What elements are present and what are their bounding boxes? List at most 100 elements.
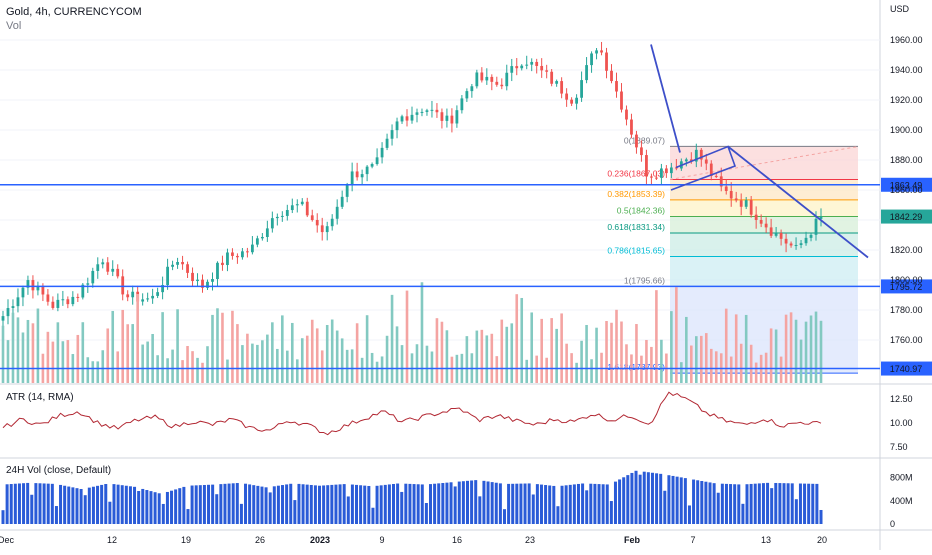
volume-bar	[146, 341, 149, 383]
volume-bar	[650, 346, 653, 383]
candle-body	[734, 198, 738, 201]
volume-bar	[809, 315, 813, 383]
vol24-bar	[486, 481, 490, 524]
candle-body	[605, 52, 608, 71]
vol24-bar	[770, 488, 774, 524]
candle-body	[625, 109, 628, 120]
price-axis-tick: 1860.00	[890, 185, 923, 195]
candle-body	[141, 299, 145, 302]
fib-level-label: 1(1795.66)	[624, 276, 665, 286]
candle-body	[325, 226, 329, 233]
volume-bar	[625, 344, 628, 383]
vol24-bar	[272, 486, 276, 524]
vol24-bar	[219, 484, 223, 524]
vol24-bar	[523, 483, 527, 524]
candle-body	[161, 285, 165, 293]
candle-body	[615, 81, 618, 92]
volume-bar	[400, 345, 404, 383]
vol24-bar	[42, 483, 46, 524]
vol24-bar	[264, 487, 268, 524]
vol24-bar	[79, 488, 83, 524]
volume-bar	[789, 312, 793, 383]
candle-body	[580, 80, 583, 98]
vol24-bar	[650, 472, 654, 524]
volume-bar	[580, 340, 583, 383]
vol24-bar	[490, 482, 494, 524]
candle-body	[46, 294, 50, 302]
vol24-bar	[552, 485, 556, 524]
vol24-bar	[655, 473, 659, 524]
volume-bar	[181, 360, 184, 383]
candle-body	[490, 76, 494, 82]
vol24-bar	[708, 482, 712, 524]
candle-body	[749, 200, 753, 215]
vol24-bar	[527, 483, 531, 524]
candle-body	[450, 115, 454, 124]
time-axis-label: 7	[690, 535, 695, 545]
candle-body	[709, 163, 713, 176]
volume-bar	[375, 361, 379, 383]
volume-bar	[246, 333, 249, 383]
candle-body	[255, 238, 259, 245]
candle-body	[181, 261, 184, 265]
time-axis-label: 9	[379, 535, 384, 545]
candle-body	[794, 245, 798, 247]
volume-bar	[315, 328, 319, 383]
price-tag	[881, 177, 932, 192]
atr-axis-tick: 7.50	[890, 442, 908, 452]
volume-bar	[256, 344, 259, 383]
candle-body	[689, 159, 693, 162]
vol24-bar	[309, 484, 313, 524]
vol24-bar	[404, 483, 408, 524]
price-axis-tick: 1760.00	[890, 335, 923, 345]
candle-body	[156, 292, 160, 296]
vol24-bar	[231, 483, 235, 524]
vol24-bar	[50, 483, 54, 524]
candle-body	[246, 251, 249, 253]
candle-body	[91, 270, 95, 284]
volume-bar	[465, 336, 469, 383]
vol24-bar	[416, 484, 420, 524]
vol24-bar	[535, 484, 539, 524]
vol24-bar	[581, 483, 585, 524]
price-axis-tick: 1920.00	[890, 95, 923, 105]
vol24-bar	[679, 477, 683, 524]
vol24-bar	[137, 491, 141, 524]
candle-body	[345, 185, 349, 197]
price-axis-tick: 1820.00	[890, 245, 923, 255]
volume-bar	[804, 321, 808, 383]
volume-bar	[101, 350, 105, 383]
candle-body	[744, 200, 748, 207]
candle-body	[51, 301, 55, 308]
fib-zone	[670, 199, 858, 217]
candle-body	[260, 236, 264, 239]
candle-body	[290, 205, 294, 211]
vol24-bar	[819, 509, 823, 524]
volume-bar	[784, 314, 788, 383]
candle-body	[370, 164, 374, 167]
candle-body	[485, 76, 489, 81]
fib-level-label: 0(1889.07)	[624, 135, 665, 145]
volume-bar	[739, 343, 743, 383]
volume-bar	[794, 319, 798, 383]
candle-body	[440, 112, 444, 121]
candle-body	[36, 285, 40, 291]
candle-body	[759, 219, 763, 224]
candle-body	[310, 215, 314, 221]
volume-bar	[131, 324, 134, 383]
vol24-bar	[330, 484, 334, 524]
volume-bar	[86, 357, 90, 383]
volume-bar	[305, 335, 309, 383]
candle-body	[719, 176, 723, 187]
volume-bar	[695, 336, 698, 383]
vol24-bar	[194, 485, 198, 524]
atr-line	[2, 391, 822, 436]
price-tag-label: 1740.97	[890, 364, 923, 374]
vol24-bar	[474, 480, 478, 524]
vol24-bar	[239, 503, 243, 524]
volume-bar	[505, 326, 509, 383]
vol24-bar	[91, 486, 95, 524]
candle-body	[515, 66, 519, 69]
